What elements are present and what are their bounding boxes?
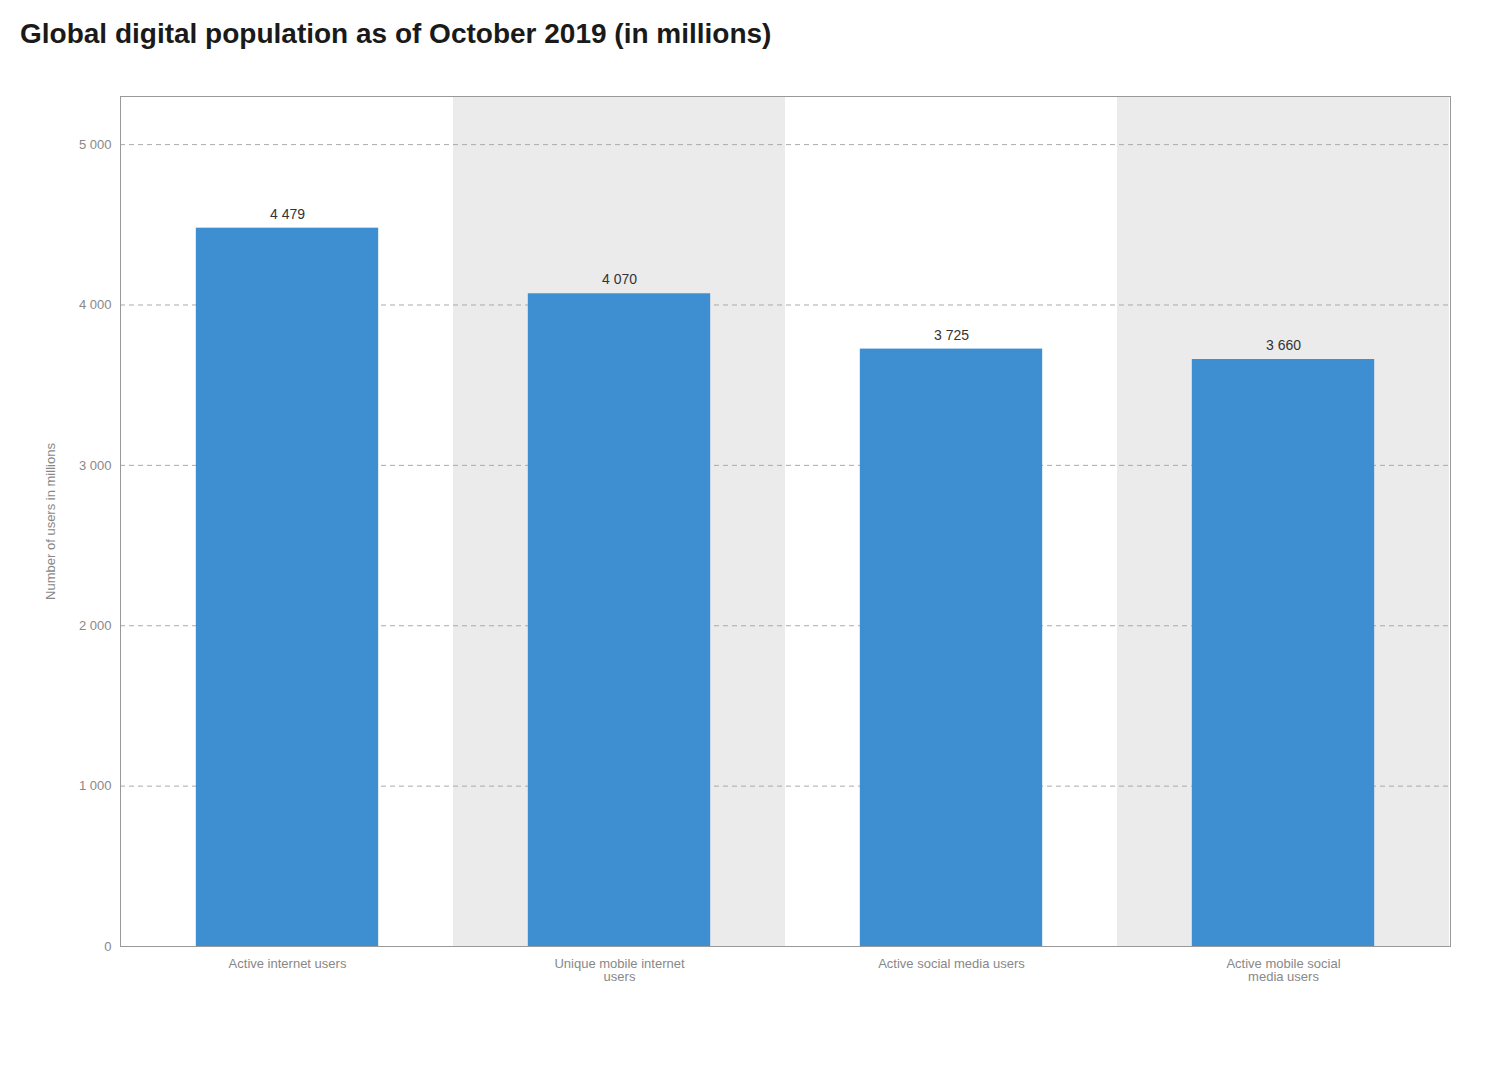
svg-text:5 000: 5 000	[79, 137, 112, 152]
svg-text:4 000: 4 000	[79, 297, 112, 312]
svg-text:1 000: 1 000	[79, 778, 112, 793]
svg-text:Active social media users: Active social media users	[878, 956, 1025, 971]
svg-text:2 000: 2 000	[79, 618, 112, 633]
svg-text:4 070: 4 070	[602, 271, 637, 287]
svg-text:Unique mobile internetusers: Unique mobile internetusers	[554, 956, 684, 984]
svg-text:3 660: 3 660	[1266, 337, 1301, 353]
svg-text:Number of users in millions: Number of users in millions	[43, 443, 58, 600]
svg-text:3 725: 3 725	[934, 327, 969, 343]
svg-text:3 000: 3 000	[79, 458, 112, 473]
svg-text:Active internet users: Active internet users	[229, 956, 347, 971]
svg-text:Active mobile socialmedia user: Active mobile socialmedia users	[1226, 956, 1340, 984]
svg-text:4 479: 4 479	[270, 206, 305, 222]
svg-text:0: 0	[104, 939, 111, 954]
html-text:Global digital population as o: Global digital population as of October …	[20, 18, 772, 49]
